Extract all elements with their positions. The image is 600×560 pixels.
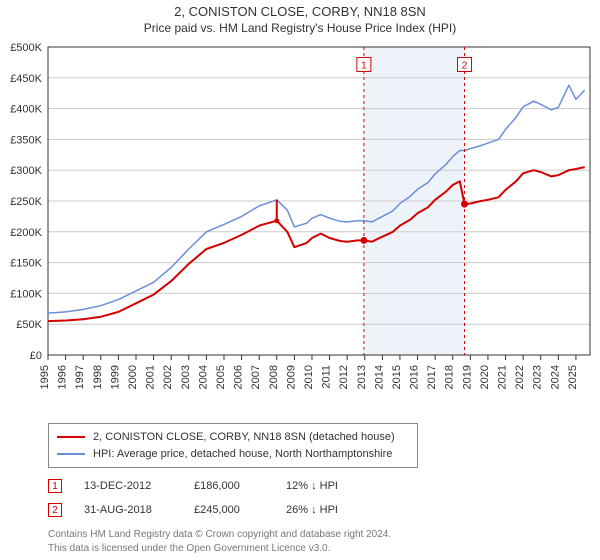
title-main: 2, CONISTON CLOSE, CORBY, NN18 8SN [0, 4, 600, 19]
svg-text:2025: 2025 [567, 365, 579, 389]
svg-text:1: 1 [361, 60, 367, 71]
sale-diff: 12% ↓ HPI [286, 480, 366, 492]
svg-text:2006: 2006 [233, 365, 245, 389]
svg-text:£0: £0 [30, 350, 42, 362]
svg-text:2022: 2022 [514, 365, 526, 389]
svg-text:1998: 1998 [92, 365, 104, 389]
sale-marker-box: 1 [48, 479, 62, 493]
sale-diff: 26% ↓ HPI [286, 504, 366, 516]
svg-text:2008: 2008 [268, 365, 280, 389]
footnote-line: This data is licensed under the Open Gov… [48, 542, 568, 556]
svg-text:2021: 2021 [497, 365, 509, 389]
svg-text:1997: 1997 [74, 365, 86, 389]
svg-text:2014: 2014 [373, 365, 385, 389]
svg-text:2012: 2012 [338, 365, 350, 389]
legend-row: 2, CONISTON CLOSE, CORBY, NN18 8SN (deta… [57, 429, 409, 446]
sales-row: 2 31-AUG-2018 £245,000 26% ↓ HPI [48, 498, 600, 522]
svg-text:2019: 2019 [461, 365, 473, 389]
svg-text:£450K: £450K [10, 73, 42, 85]
svg-text:1996: 1996 [57, 365, 69, 389]
svg-text:1995: 1995 [39, 365, 51, 389]
sale-date: 31-AUG-2018 [84, 504, 172, 516]
svg-text:£500K: £500K [10, 42, 42, 54]
legend: 2, CONISTON CLOSE, CORBY, NN18 8SN (deta… [48, 423, 418, 468]
svg-text:2007: 2007 [250, 365, 262, 389]
footnote-line: Contains HM Land Registry data © Crown c… [48, 528, 568, 542]
svg-text:£200K: £200K [10, 227, 42, 239]
svg-text:2013: 2013 [356, 365, 368, 389]
svg-text:2015: 2015 [391, 365, 403, 389]
svg-text:2011: 2011 [321, 365, 333, 389]
legend-label: HPI: Average price, detached house, Nort… [93, 446, 392, 463]
titles: 2, CONISTON CLOSE, CORBY, NN18 8SN Price… [0, 0, 600, 37]
svg-text:2003: 2003 [180, 365, 192, 389]
svg-text:2: 2 [462, 60, 468, 71]
svg-text:£150K: £150K [10, 258, 42, 270]
svg-text:2009: 2009 [285, 365, 297, 389]
svg-text:£250K: £250K [10, 196, 42, 208]
legend-row: HPI: Average price, detached house, Nort… [57, 446, 409, 463]
svg-text:2000: 2000 [127, 365, 139, 389]
svg-text:£100K: £100K [10, 288, 42, 300]
svg-text:2005: 2005 [215, 365, 227, 389]
sale-price: £245,000 [194, 504, 264, 516]
svg-text:£50K: £50K [16, 319, 42, 331]
svg-text:£400K: £400K [10, 104, 42, 116]
svg-text:£300K: £300K [10, 165, 42, 177]
legend-swatch [57, 453, 85, 455]
chart-container: 2, CONISTON CLOSE, CORBY, NN18 8SN Price… [0, 0, 600, 555]
svg-text:2002: 2002 [162, 365, 174, 389]
svg-text:2024: 2024 [549, 365, 561, 389]
sale-price: £186,000 [194, 480, 264, 492]
sale-date: 13-DEC-2012 [84, 480, 172, 492]
svg-text:2016: 2016 [409, 365, 421, 389]
svg-text:2023: 2023 [532, 365, 544, 389]
svg-text:2010: 2010 [303, 365, 315, 389]
footnote: Contains HM Land Registry data © Crown c… [48, 528, 568, 555]
legend-label: 2, CONISTON CLOSE, CORBY, NN18 8SN (deta… [93, 429, 395, 446]
svg-text:2001: 2001 [145, 365, 157, 389]
sale-marker-box: 2 [48, 503, 62, 517]
sales-row: 1 13-DEC-2012 £186,000 12% ↓ HPI [48, 474, 600, 498]
svg-text:2004: 2004 [197, 365, 209, 389]
chart-svg: £0 £50K £100K £150K £200K £250K £300K £350K £400… [0, 37, 600, 417]
chart-area: £0 £50K £100K £150K £200K £250K £300K £350K £400… [0, 37, 600, 417]
svg-text:£350K: £350K [10, 134, 42, 146]
svg-text:2017: 2017 [426, 365, 438, 389]
svg-text:1999: 1999 [109, 365, 121, 389]
legend-swatch [57, 436, 85, 438]
sales-table: 1 13-DEC-2012 £186,000 12% ↓ HPI 2 31-AU… [48, 474, 600, 522]
svg-text:2020: 2020 [479, 365, 491, 389]
svg-text:2018: 2018 [444, 365, 456, 389]
title-sub: Price paid vs. HM Land Registry's House … [0, 21, 600, 35]
